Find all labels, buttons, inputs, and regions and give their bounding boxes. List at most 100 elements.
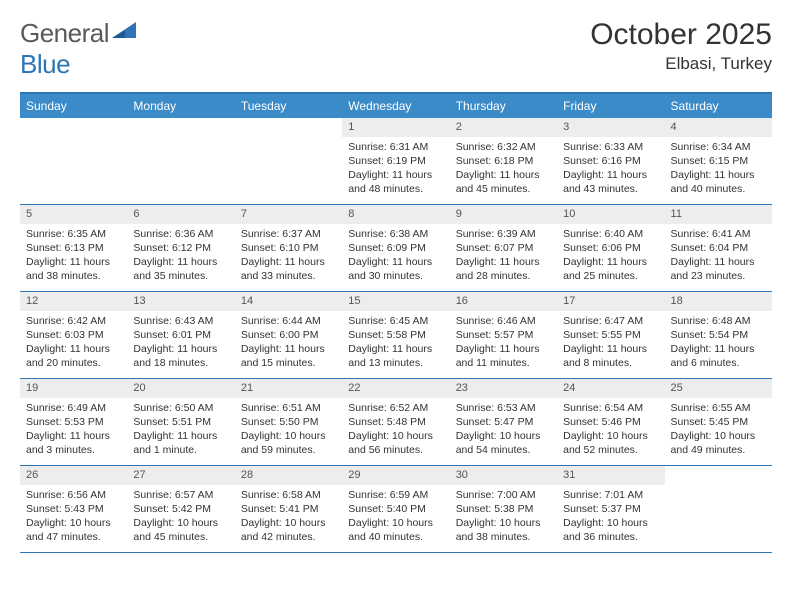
sunrise-text: Sunrise: 6:57 AM: [133, 488, 228, 502]
week-row: 19Sunrise: 6:49 AMSunset: 5:53 PMDayligh…: [20, 379, 772, 466]
day-body: Sunrise: 6:39 AMSunset: 6:07 PMDaylight:…: [450, 224, 557, 290]
sunset-text: Sunset: 6:07 PM: [456, 241, 551, 255]
sunset-text: Sunset: 5:53 PM: [26, 415, 121, 429]
sunset-text: Sunset: 5:58 PM: [348, 328, 443, 342]
day-header: Tuesday: [235, 94, 342, 118]
day-body: Sunrise: 6:34 AMSunset: 6:15 PMDaylight:…: [665, 137, 772, 203]
daylight-text: Daylight: 10 hours and 36 minutes.: [563, 516, 658, 544]
day-cell: 15Sunrise: 6:45 AMSunset: 5:58 PMDayligh…: [342, 292, 449, 378]
day-body: Sunrise: 6:33 AMSunset: 6:16 PMDaylight:…: [557, 137, 664, 203]
sunset-text: Sunset: 5:38 PM: [456, 502, 551, 516]
week-row: 12Sunrise: 6:42 AMSunset: 6:03 PMDayligh…: [20, 292, 772, 379]
day-cell: 9Sunrise: 6:39 AMSunset: 6:07 PMDaylight…: [450, 205, 557, 291]
sunrise-text: Sunrise: 6:36 AM: [133, 227, 228, 241]
day-cell: 30Sunrise: 7:00 AMSunset: 5:38 PMDayligh…: [450, 466, 557, 552]
day-number: 6: [127, 205, 234, 224]
sunrise-text: Sunrise: 6:37 AM: [241, 227, 336, 241]
daylight-text: Daylight: 11 hours and 11 minutes.: [456, 342, 551, 370]
sunrise-text: Sunrise: 6:31 AM: [348, 140, 443, 154]
day-number: 7: [235, 205, 342, 224]
sunset-text: Sunset: 6:04 PM: [671, 241, 766, 255]
day-number: 19: [20, 379, 127, 398]
day-cell: 14Sunrise: 6:44 AMSunset: 6:00 PMDayligh…: [235, 292, 342, 378]
day-cell: 13Sunrise: 6:43 AMSunset: 6:01 PMDayligh…: [127, 292, 234, 378]
sunset-text: Sunset: 6:18 PM: [456, 154, 551, 168]
location: Elbasi, Turkey: [590, 54, 772, 74]
day-number: 17: [557, 292, 664, 311]
day-cell: [20, 118, 127, 204]
day-body: Sunrise: 6:59 AMSunset: 5:40 PMDaylight:…: [342, 485, 449, 551]
day-body: Sunrise: 6:51 AMSunset: 5:50 PMDaylight:…: [235, 398, 342, 464]
day-number: 12: [20, 292, 127, 311]
day-number: 26: [20, 466, 127, 485]
sunset-text: Sunset: 6:13 PM: [26, 241, 121, 255]
day-cell: 21Sunrise: 6:51 AMSunset: 5:50 PMDayligh…: [235, 379, 342, 465]
day-cell: 12Sunrise: 6:42 AMSunset: 6:03 PMDayligh…: [20, 292, 127, 378]
day-number: 20: [127, 379, 234, 398]
sunset-text: Sunset: 5:40 PM: [348, 502, 443, 516]
sunrise-text: Sunrise: 6:54 AM: [563, 401, 658, 415]
day-body: Sunrise: 7:00 AMSunset: 5:38 PMDaylight:…: [450, 485, 557, 551]
sunrise-text: Sunrise: 6:33 AM: [563, 140, 658, 154]
day-number: 2: [450, 118, 557, 137]
daylight-text: Daylight: 11 hours and 33 minutes.: [241, 255, 336, 283]
day-number: 4: [665, 118, 772, 137]
sunrise-text: Sunrise: 6:52 AM: [348, 401, 443, 415]
sunset-text: Sunset: 6:12 PM: [133, 241, 228, 255]
sunrise-text: Sunrise: 6:40 AM: [563, 227, 658, 241]
day-number: 25: [665, 379, 772, 398]
sunset-text: Sunset: 5:54 PM: [671, 328, 766, 342]
day-body: Sunrise: 6:57 AMSunset: 5:42 PMDaylight:…: [127, 485, 234, 551]
day-cell: 3Sunrise: 6:33 AMSunset: 6:16 PMDaylight…: [557, 118, 664, 204]
day-number: 31: [557, 466, 664, 485]
logo-triangle-icon: [112, 22, 138, 47]
title-block: October 2025 Elbasi, Turkey: [590, 18, 772, 74]
day-cell: 28Sunrise: 6:58 AMSunset: 5:41 PMDayligh…: [235, 466, 342, 552]
daylight-text: Daylight: 11 hours and 8 minutes.: [563, 342, 658, 370]
daylight-text: Daylight: 11 hours and 38 minutes.: [26, 255, 121, 283]
day-number: 15: [342, 292, 449, 311]
day-header: Sunday: [20, 94, 127, 118]
day-body: Sunrise: 6:31 AMSunset: 6:19 PMDaylight:…: [342, 137, 449, 203]
daylight-text: Daylight: 10 hours and 42 minutes.: [241, 516, 336, 544]
day-cell: 2Sunrise: 6:32 AMSunset: 6:18 PMDaylight…: [450, 118, 557, 204]
sunrise-text: Sunrise: 6:35 AM: [26, 227, 121, 241]
daylight-text: Daylight: 11 hours and 6 minutes.: [671, 342, 766, 370]
sunrise-text: Sunrise: 6:38 AM: [348, 227, 443, 241]
logo-word-1: General: [20, 18, 109, 48]
sunrise-text: Sunrise: 6:41 AM: [671, 227, 766, 241]
day-cell: 29Sunrise: 6:59 AMSunset: 5:40 PMDayligh…: [342, 466, 449, 552]
day-body: Sunrise: 6:50 AMSunset: 5:51 PMDaylight:…: [127, 398, 234, 464]
day-number: 18: [665, 292, 772, 311]
calendar: Sunday Monday Tuesday Wednesday Thursday…: [20, 92, 772, 553]
day-body: Sunrise: 6:48 AMSunset: 5:54 PMDaylight:…: [665, 311, 772, 377]
sunrise-text: Sunrise: 6:47 AM: [563, 314, 658, 328]
day-body: Sunrise: 6:54 AMSunset: 5:46 PMDaylight:…: [557, 398, 664, 464]
day-cell: 27Sunrise: 6:57 AMSunset: 5:42 PMDayligh…: [127, 466, 234, 552]
day-number: 11: [665, 205, 772, 224]
day-cell: 1Sunrise: 6:31 AMSunset: 6:19 PMDaylight…: [342, 118, 449, 204]
day-cell: 23Sunrise: 6:53 AMSunset: 5:47 PMDayligh…: [450, 379, 557, 465]
day-cell: 7Sunrise: 6:37 AMSunset: 6:10 PMDaylight…: [235, 205, 342, 291]
day-cell: 6 Sunrise: 6:36 AMSunset: 6:12 PMDaylight…: [127, 205, 234, 291]
daylight-text: Daylight: 10 hours and 59 minutes.: [241, 429, 336, 457]
sunset-text: Sunset: 5:55 PM: [563, 328, 658, 342]
sunrise-text: Sunrise: 6:59 AM: [348, 488, 443, 502]
day-cell: 24Sunrise: 6:54 AMSunset: 5:46 PMDayligh…: [557, 379, 664, 465]
day-body: Sunrise: 6:35 AMSunset: 6:13 PMDaylight:…: [20, 224, 127, 290]
sunrise-text: Sunrise: 6:51 AM: [241, 401, 336, 415]
daylight-text: Daylight: 11 hours and 1 minute.: [133, 429, 228, 457]
daylight-text: Daylight: 11 hours and 35 minutes.: [133, 255, 228, 283]
day-cell: 8Sunrise: 6:38 AMSunset: 6:09 PMDaylight…: [342, 205, 449, 291]
day-header: Wednesday: [342, 94, 449, 118]
logo-word-2: Blue: [20, 49, 70, 79]
day-body: Sunrise: 6:32 AMSunset: 6:18 PMDaylight:…: [450, 137, 557, 203]
daylight-text: Daylight: 11 hours and 43 minutes.: [563, 168, 658, 196]
day-cell: 26Sunrise: 6:56 AMSunset: 5:43 PMDayligh…: [20, 466, 127, 552]
day-cell: 25Sunrise: 6:55 AMSunset: 5:45 PMDayligh…: [665, 379, 772, 465]
sunset-text: Sunset: 5:57 PM: [456, 328, 551, 342]
week-row: 5Sunrise: 6:35 AMSunset: 6:13 PMDaylight…: [20, 205, 772, 292]
sunrise-text: Sunrise: 6:58 AM: [241, 488, 336, 502]
daylight-text: Daylight: 11 hours and 30 minutes.: [348, 255, 443, 283]
day-body: Sunrise: 7:01 AMSunset: 5:37 PMDaylight:…: [557, 485, 664, 551]
